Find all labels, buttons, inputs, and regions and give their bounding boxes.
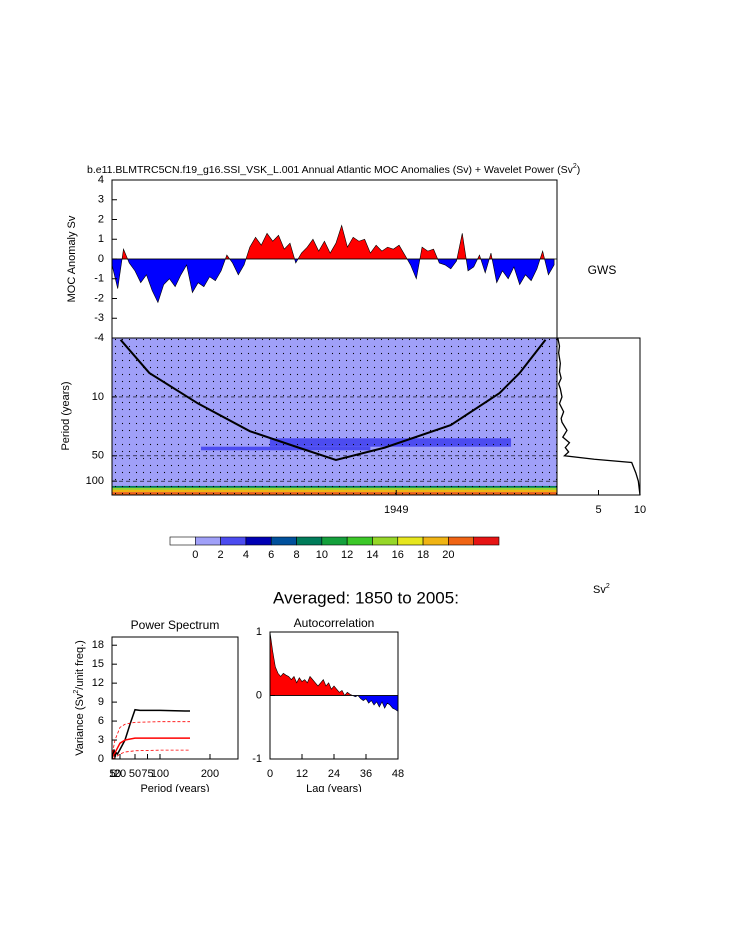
x-tick-label: 20 [114,768,126,780]
plot-frame [111,636,239,760]
x-tick-label: 10 [634,504,646,516]
unit-superscript: 2 [606,583,610,590]
colorbar-box [270,536,297,546]
title-text: b.e11.BLMTRC5CN.f19_g16.SSI_VSK_L.001 An… [87,164,574,176]
unit-text: Sv [593,584,606,596]
colorbar-label: 4 [243,549,249,561]
y-tick-label: 50 [92,450,104,462]
series-line [112,721,190,753]
colorbar-unit: Sv2 [593,583,610,596]
y-tick-label: 0 [256,689,262,701]
colorbar-box [473,536,500,546]
colorbar-label: 12 [341,549,353,561]
colorbar-label: 16 [392,549,404,561]
colorbar-label: 8 [293,549,299,561]
colorbar-box [220,536,247,546]
x-tick-label: 12 [296,768,308,780]
y-tick-label: 4 [98,174,104,186]
y-tick-label: 6 [98,715,104,727]
colorbar-label: 0 [192,549,198,561]
colorbar-box [296,536,323,546]
y-tick-label: 9 [98,696,104,708]
y-tick-label: 0 [98,253,104,265]
colorbar-box [245,536,272,546]
y-tick-label: 12 [92,677,104,689]
x-tick-label: 0 [267,768,273,780]
negative-area [112,259,555,304]
y-tick-label: 1 [256,626,262,638]
gws-line [557,337,641,496]
y-axis-label: Period (years) [60,381,72,450]
y-tick-label: 1 [98,233,104,245]
y-tick-label: -3 [94,312,104,324]
y-tick-label: 2 [98,213,104,225]
positive-area [112,224,555,259]
colorbar-box [397,536,424,546]
series-line [112,749,190,760]
x-tick-label: 200 [201,768,219,780]
x-tick-label: 75 [141,768,153,780]
colorbar-label: 6 [268,549,274,561]
x-tick-label: 50 [129,768,141,780]
chart-title: b.e11.BLMTRC5CN.f19_g16.SSI_VSK_L.001 An… [87,163,580,176]
negative-area [270,695,398,712]
x-tick-label: 10 [109,768,121,780]
ylabel-text: Variance (Sv [74,693,86,756]
plot-frame [556,337,641,496]
colorbar-label: 2 [218,549,224,561]
cone-of-influence [119,339,547,461]
x-tick-label: 48 [392,768,404,780]
x-tick-label: 5 [109,768,115,780]
page-cover [0,792,733,945]
y-tick-label: 0 [98,753,104,765]
y-tick-label: 100 [86,475,104,487]
x-axis-label: Lag (years) [306,783,362,795]
colorbar-box [169,536,196,546]
y-tick-label: -1 [252,753,262,765]
colorbar-label: 14 [366,549,378,561]
panel-title: Power Spectrum [131,618,220,632]
y-tick-label: 18 [92,639,104,651]
x-tick-label: 36 [360,768,372,780]
colorbar-label: 10 [316,549,328,561]
colorbar-box [448,536,474,546]
y-tick-label: 15 [92,658,104,670]
positive-area [270,632,398,696]
title-text-end: ) [577,164,581,176]
heading: Averaged: 1850 to 2005: [273,588,459,607]
ylabel-text-end: /unit freq.) [74,640,86,690]
y-tick-label: 3 [98,194,104,206]
colorbar-box [372,536,399,546]
colorbar-label: 20 [442,549,454,561]
x-tick-label: 1949 [384,504,408,516]
y-axis-label: MOC Anomaly Sv [66,215,78,302]
x-tick-label: 5 [595,504,601,516]
panel-title: Autocorrelation [294,616,375,630]
colorbar-box [321,536,348,546]
colorbar-label: 18 [417,549,429,561]
colorbar-box [195,536,221,546]
title-superscript: 2 [573,163,577,170]
colorbar-box [422,536,449,546]
significance-dots [112,338,557,495]
y-tick-label: -2 [94,292,104,304]
y-axis-label: Variance (Sv2/unit freq.) [73,640,86,756]
y-tick-label: -4 [94,332,104,344]
ylabel-superscript: 2 [73,690,80,694]
y-tick-label: -1 [94,273,104,285]
x-tick-label: 24 [328,768,340,780]
x-tick-label: 100 [151,768,169,780]
y-tick-label: 3 [98,734,104,746]
x-axis-label: Period (years) [140,783,209,795]
panel-title: GWS [588,263,617,277]
series-line [111,737,190,758]
y-tick-label: 10 [92,391,104,403]
colorbar-box [346,536,373,546]
